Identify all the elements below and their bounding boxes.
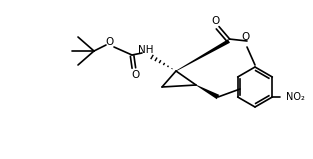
Text: O: O (241, 32, 249, 42)
Polygon shape (176, 39, 230, 71)
Polygon shape (196, 85, 219, 99)
Text: O: O (132, 70, 140, 80)
Text: NH: NH (138, 45, 154, 55)
Text: O: O (105, 37, 113, 47)
Text: NO₂: NO₂ (286, 92, 305, 102)
Text: O: O (211, 16, 219, 26)
